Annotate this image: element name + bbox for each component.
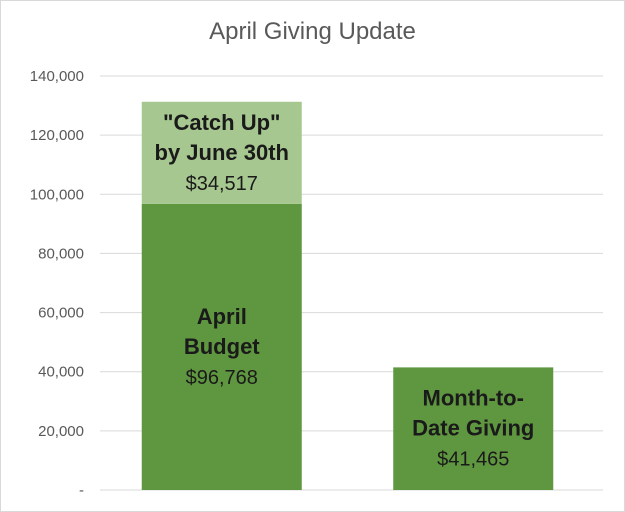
data-label-value: $96,768 — [186, 367, 258, 389]
bar-base — [393, 367, 554, 490]
data-label-text: "Catch Up" — [163, 110, 280, 135]
data-label-text: by June 30th — [155, 140, 289, 165]
data-label-text: April — [197, 304, 247, 329]
data-label-text: Date Giving — [412, 416, 534, 441]
y-tick-label: 20,000 — [38, 423, 84, 440]
data-labels: April Budget $96,768 "Catch Up" by June 30th… — [155, 110, 535, 471]
y-tick-label: - — [79, 482, 84, 499]
data-label-value: $34,517 — [186, 173, 258, 195]
data-label-value: $41,465 — [437, 449, 509, 471]
y-tick-label: 80,000 — [38, 245, 84, 262]
data-label-text: Month-to- — [423, 386, 524, 411]
y-tick-label: 40,000 — [38, 364, 84, 381]
y-tick-label: 140,000 — [30, 68, 84, 85]
bar-catchup — [141, 101, 302, 204]
chart-title: April Giving Update — [209, 18, 416, 45]
y-axis-ticks: - 20,000 40,000 60,000 80,000 100,000 120,000 1… — [30, 68, 84, 499]
y-tick-label: 120,000 — [30, 127, 84, 144]
data-label-text: Budget — [184, 334, 260, 359]
y-tick-label: 60,000 — [38, 305, 84, 322]
y-tick-label: 100,000 — [30, 186, 84, 203]
bar-base — [141, 203, 302, 490]
bars — [141, 101, 554, 490]
